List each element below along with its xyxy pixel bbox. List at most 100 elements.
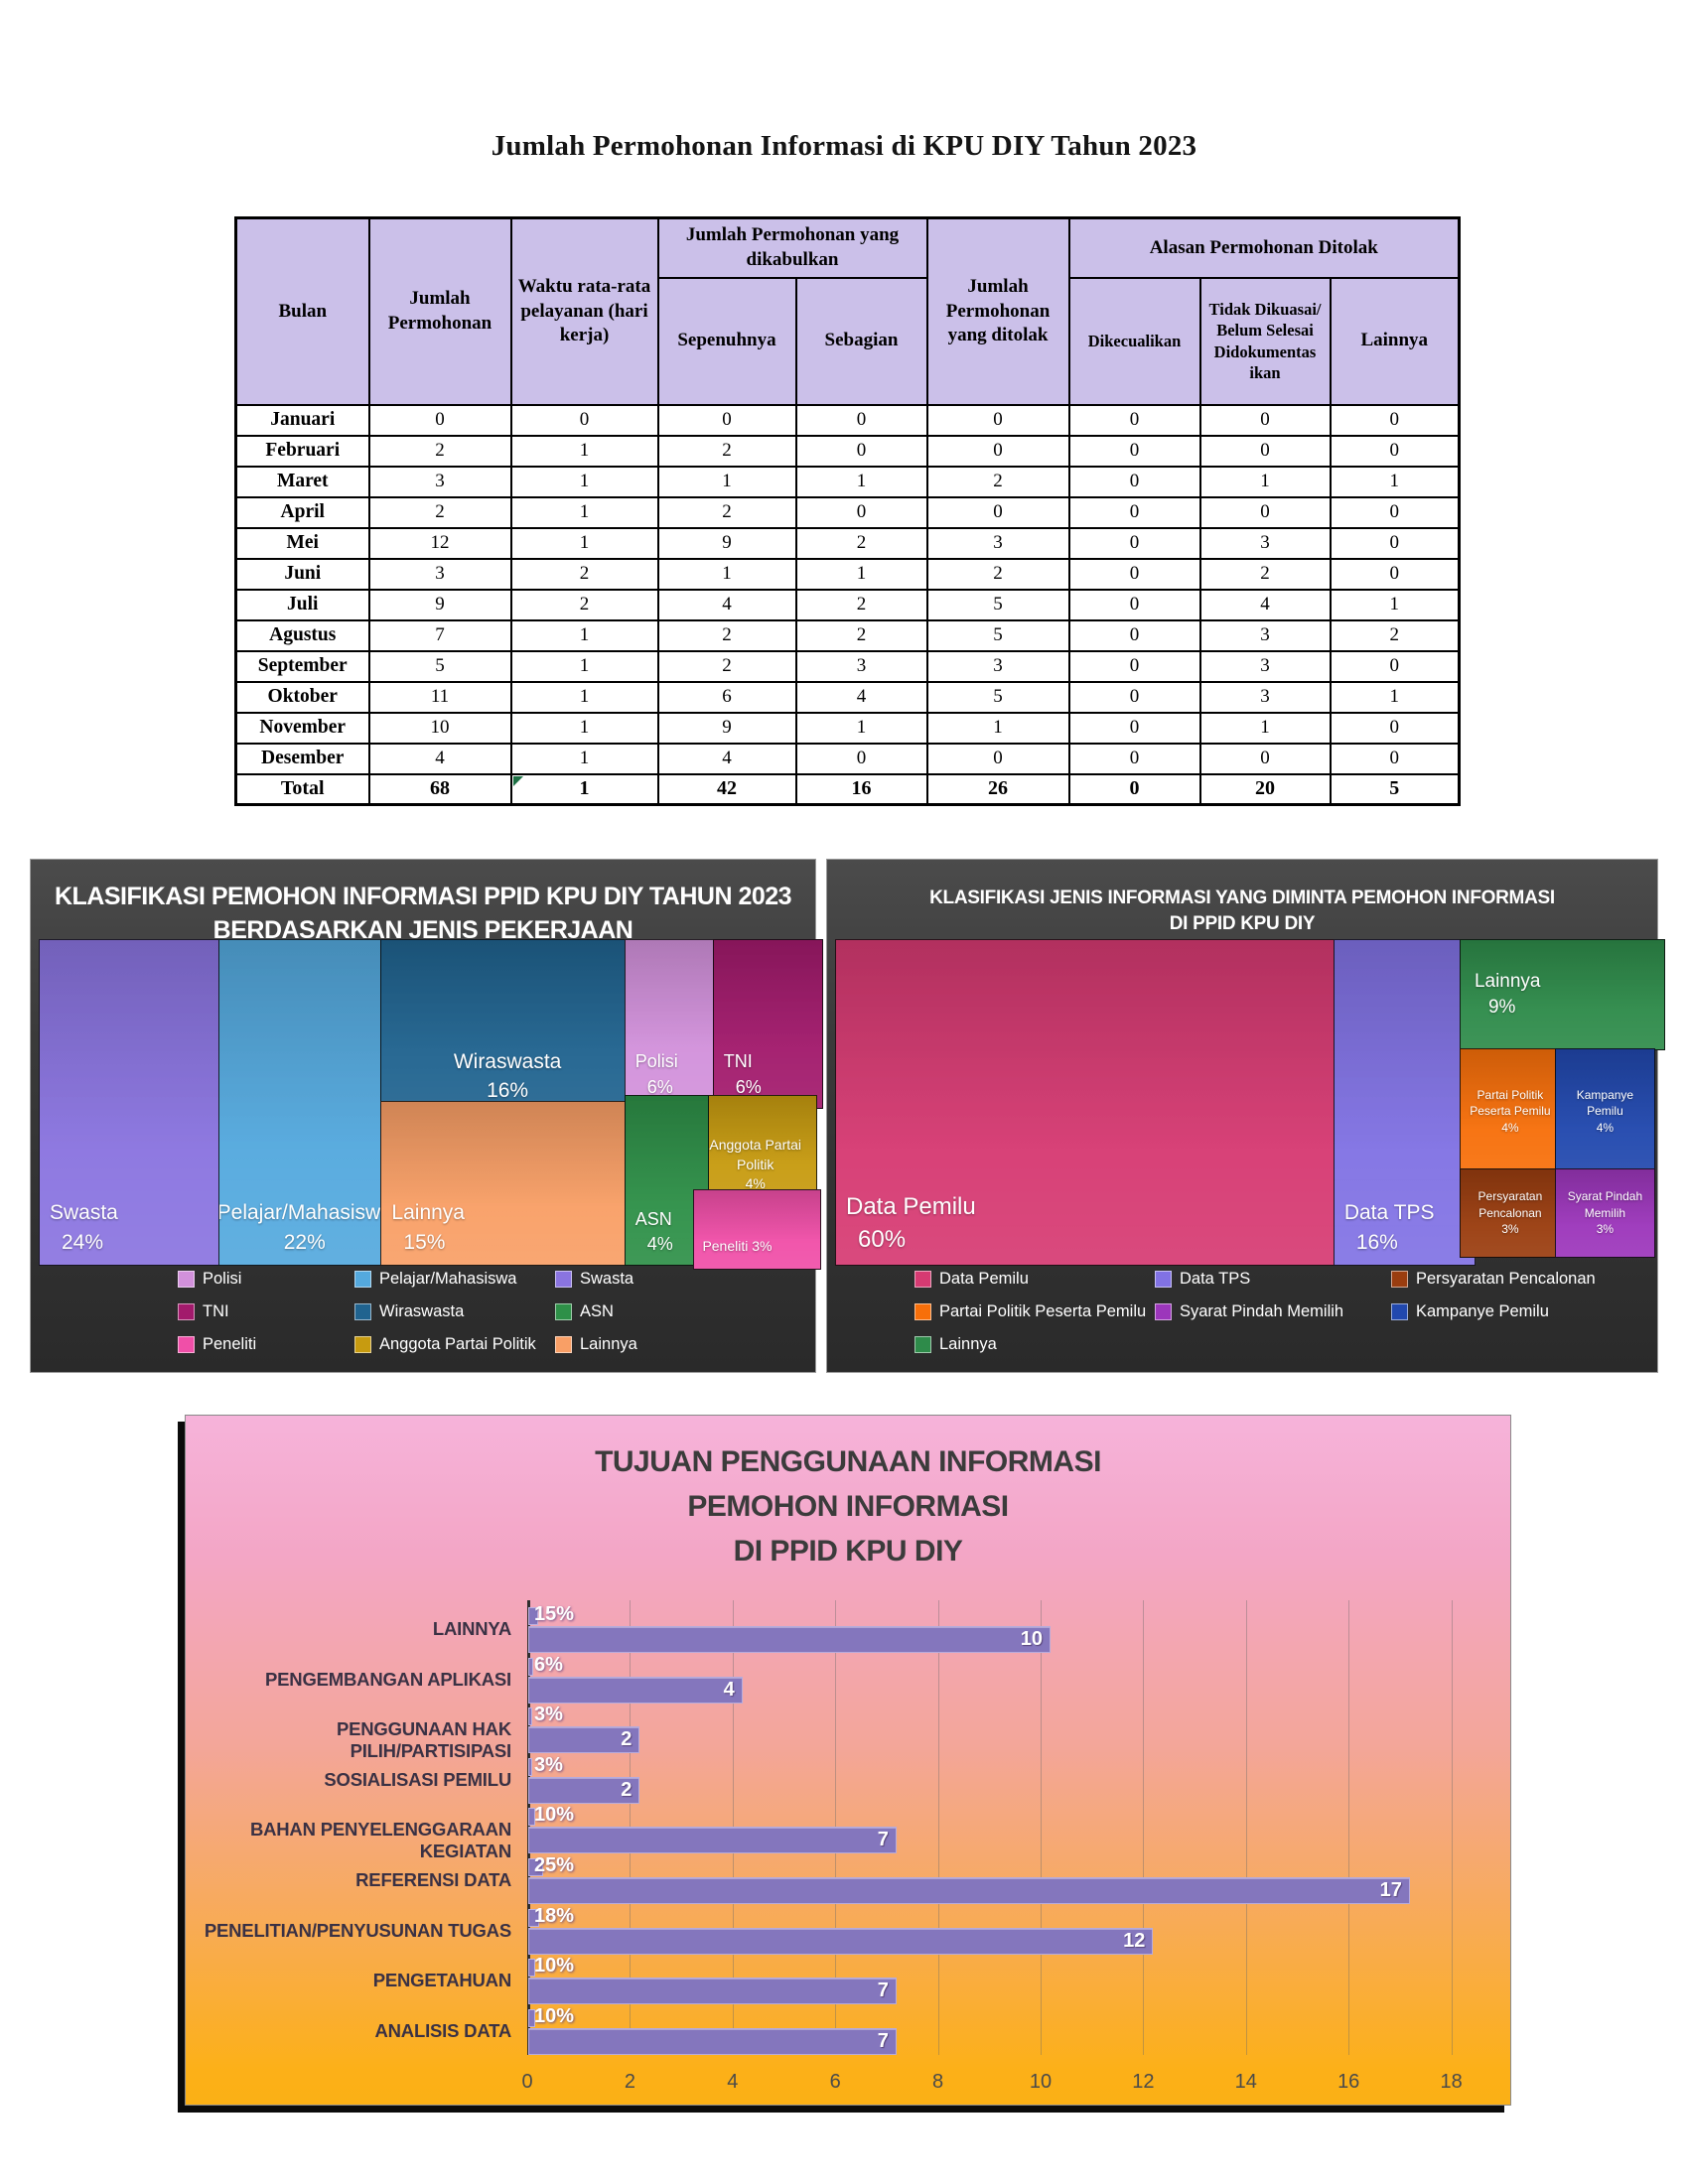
- value-cell: 2: [794, 526, 928, 560]
- treemap-percent: 22%: [283, 1230, 326, 1254]
- treemap-label: Polisi: [634, 1051, 678, 1072]
- legend-label: Data TPS: [1180, 1269, 1251, 1288]
- table-body: Januari 0 0 0 0 0 0 0 0 Februari 2 1 2 0 0 0 0 0 Maret 3 1 1 1…: [234, 403, 1461, 806]
- value-cell: 0: [1067, 465, 1201, 498]
- value-cell: 4: [656, 742, 797, 775]
- value-cell: 3: [1198, 526, 1332, 560]
- value-cell: 3: [925, 649, 1070, 683]
- treemap-label: ASN: [634, 1208, 672, 1229]
- legend-swatch: [178, 1302, 195, 1320]
- x-tick-label: 10: [1029, 2071, 1053, 2093]
- legend-item-lainnya: Lainnya: [555, 1334, 704, 1354]
- value-cell: 1: [794, 711, 928, 745]
- treemap-jenis-informasi: Data Pemilu 60% Data TPS 16% Lainnya 9% Partai…: [835, 939, 1665, 1266]
- treemap-block-syarat-pindah-memilih: Syarat Pindah Memilih 3%: [1554, 1168, 1655, 1258]
- table-row: September 5 1 2 3 3 0 3 0: [234, 649, 1461, 683]
- x-tick-label: 8: [932, 2071, 944, 2093]
- legend-swatch: [354, 1335, 371, 1353]
- legend-swatch: [1155, 1302, 1172, 1320]
- value-cell: 26: [925, 772, 1070, 806]
- treemap-jenis-informasi-legend: Data Pemilu Data TPS Persyaratan Pencalona…: [914, 1269, 1639, 1354]
- table-row: Juli 9 2 4 2 5 0 4 1: [234, 588, 1461, 621]
- col-header-ditolak: Jumlah Permohonan yang ditolak: [925, 216, 1070, 406]
- treemap-percent: 60%: [858, 1226, 907, 1254]
- value-cell: 3: [1198, 649, 1332, 683]
- legend-label: Swasta: [580, 1269, 634, 1288]
- treemap-block-data-pemilu: Data Pemilu 60%: [835, 939, 1349, 1266]
- value-cell: 0: [1198, 742, 1332, 775]
- count-bar-penelitian-penyusunan-tugas: 12: [528, 1927, 1154, 1955]
- treemap-percent: 4%: [745, 1175, 766, 1192]
- treemap-label: Syarat Pindah Memilih: [1567, 1188, 1643, 1220]
- treemap-label: Lainnya: [1474, 970, 1541, 992]
- value-cell: 0: [1067, 588, 1201, 621]
- value-cell: 2: [794, 618, 928, 652]
- value-cell: 4: [656, 588, 797, 621]
- count-bar-sosialisasi-pemilu: 2: [528, 1776, 640, 1804]
- legend-label: TNI: [203, 1301, 229, 1320]
- legend-item-wiraswasta: Wiraswasta: [354, 1301, 555, 1321]
- legend-swatch: [555, 1302, 572, 1320]
- value-cell: 1: [656, 465, 797, 498]
- legend-swatch: [1391, 1302, 1408, 1320]
- col-header-dikecualikan: Dikecualikan: [1067, 276, 1201, 406]
- legend-item-tni: TNI: [178, 1301, 354, 1321]
- table-row: Agustus 7 1 2 2 5 0 3 2: [234, 618, 1461, 652]
- treemap-block-tni: TNI 6%: [712, 939, 823, 1109]
- legend-swatch: [1155, 1270, 1172, 1288]
- legend-label: Anggota Partai Politik: [379, 1334, 536, 1353]
- treemap-percent: 16%: [487, 1079, 529, 1103]
- legend-label: ASN: [580, 1301, 614, 1320]
- value-cell: 3: [1198, 618, 1332, 652]
- count-bar-lainnya: 10: [528, 1626, 1051, 1653]
- percent-label-lainnya: 15%: [534, 1603, 575, 1625]
- chart-title-line: TUJUAN PENGGUNAAN INFORMASI: [595, 1445, 1101, 1478]
- percent-label-analisis-data: 10%: [534, 2004, 575, 2027]
- legend-label: Lainnya: [580, 1334, 637, 1353]
- treemap-label: Swasta: [50, 1201, 118, 1225]
- value-cell: 10: [367, 711, 512, 745]
- x-tick-label: 0: [521, 2071, 533, 2093]
- treemap-label: TNI: [723, 1051, 753, 1072]
- treemap-block-partai-politik-peserta-pemilu: Partai Politik Peserta Pemilu 4%: [1459, 1048, 1561, 1175]
- legend-item-data-tps: Data TPS: [1155, 1269, 1391, 1289]
- legend-item-pelajar-mahasiswa: Pelajar/Mahasiswa: [354, 1269, 555, 1289]
- count-bar-pengembangan-aplikasi: 4: [528, 1676, 743, 1704]
- treemap-percent: 4%: [1501, 1121, 1519, 1136]
- month-cell: Juli: [234, 588, 370, 621]
- treemap-label: Wiraswasta: [453, 1050, 562, 1074]
- bar-category-label-sosialisasi-pemilu: SOSIALISASI PEMILU: [324, 1768, 511, 1790]
- bar-chart-plot: 0 2 4 6 8 10 12 14 16 18 LAINNYA 15% 10 PENGEMBANGAN …: [186, 1416, 1510, 2105]
- value-cell: 3: [1198, 680, 1332, 714]
- value-cell: 2: [925, 465, 1070, 498]
- treemap-label: Data Pemilu: [846, 1192, 976, 1220]
- x-tick-label: 18: [1440, 2071, 1463, 2093]
- percent-bar-lainnya: [528, 1607, 538, 1625]
- treemap-pekerjaan: Swasta 24% Pelajar/Mahasiswa 22% Wiraswasta 1…: [39, 939, 823, 1270]
- table-row: April 2 1 2 0 0 0 0 0: [234, 495, 1461, 529]
- legend-swatch: [555, 1335, 572, 1353]
- x-tick-label: 14: [1234, 2071, 1257, 2093]
- value-cell: 0: [1067, 772, 1201, 806]
- month-cell: Januari: [234, 403, 370, 437]
- percent-label-pengembangan-aplikasi: 6%: [534, 1653, 563, 1676]
- month-cell: Agustus: [234, 618, 370, 652]
- gridline: [937, 1600, 939, 2055]
- value-cell: 0: [1067, 649, 1201, 683]
- value-cell: 0: [1067, 403, 1201, 437]
- value-cell: 2: [794, 588, 928, 621]
- treemap-pekerjaan-title: KLASIFIKASI PEMOHON INFORMASI PPID KPU D…: [31, 880, 815, 947]
- legend-swatch: [178, 1270, 195, 1288]
- value-cell: 0: [1329, 742, 1461, 775]
- col-header-lainnya: Lainnya: [1329, 276, 1461, 406]
- month-cell: Total: [234, 772, 370, 806]
- value-cell: 0: [1067, 557, 1201, 591]
- value-cell: 1: [1329, 680, 1461, 714]
- value-cell: 0: [1329, 403, 1461, 437]
- table-row: Oktober 11 1 6 4 5 0 3 1: [234, 680, 1461, 714]
- value-cell: 9: [656, 526, 797, 560]
- treemap-block-lainnya: Lainnya 9%: [1459, 939, 1665, 1051]
- value-cell: 2: [1329, 618, 1461, 652]
- legend-swatch: [178, 1335, 195, 1353]
- value-cell: 5: [925, 588, 1070, 621]
